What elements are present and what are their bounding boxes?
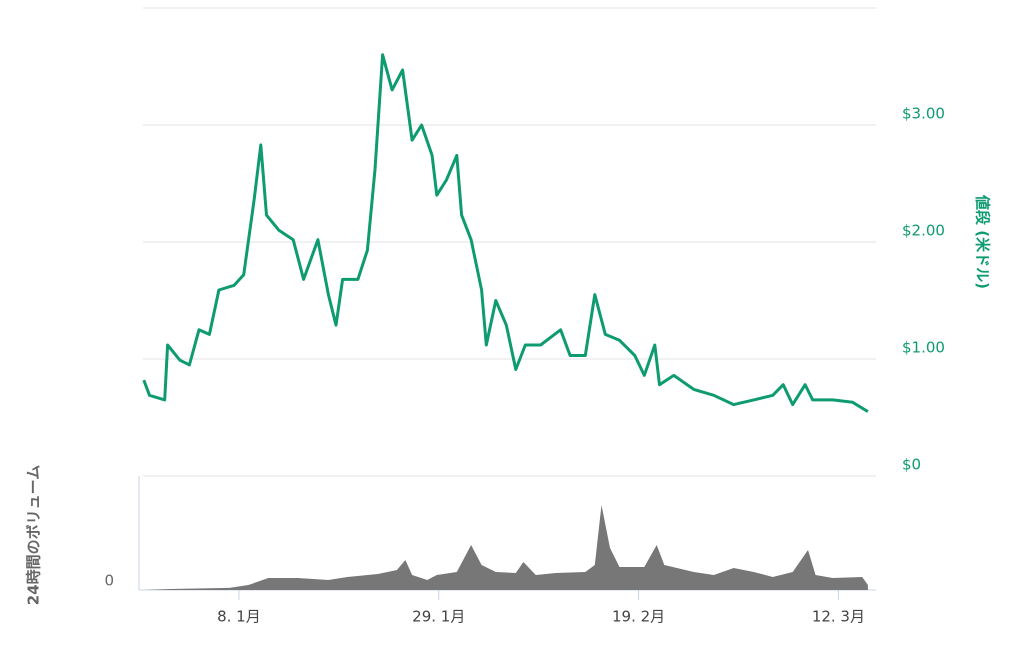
x-tick-label: 19. 2月 — [612, 608, 665, 626]
y-tick-label: $0 — [902, 456, 921, 474]
x-tick-label: 12. 3月 — [812, 608, 865, 626]
y-tick-label: $2.00 — [902, 222, 945, 240]
price-line — [142, 53, 869, 413]
volume-area — [143, 505, 868, 590]
x-tick-label: 8. 1月 — [217, 608, 261, 626]
x-tick-label: 29. 1月 — [412, 608, 465, 626]
y-axis-label: 値段 (米ドル) — [974, 194, 992, 289]
y-tick-label: $3.00 — [902, 105, 945, 123]
y-tick-label: 0 — [104, 572, 114, 590]
volume-axis-label: 24時間のボリューム — [25, 465, 43, 605]
y-tick-label: $1.00 — [902, 339, 945, 357]
